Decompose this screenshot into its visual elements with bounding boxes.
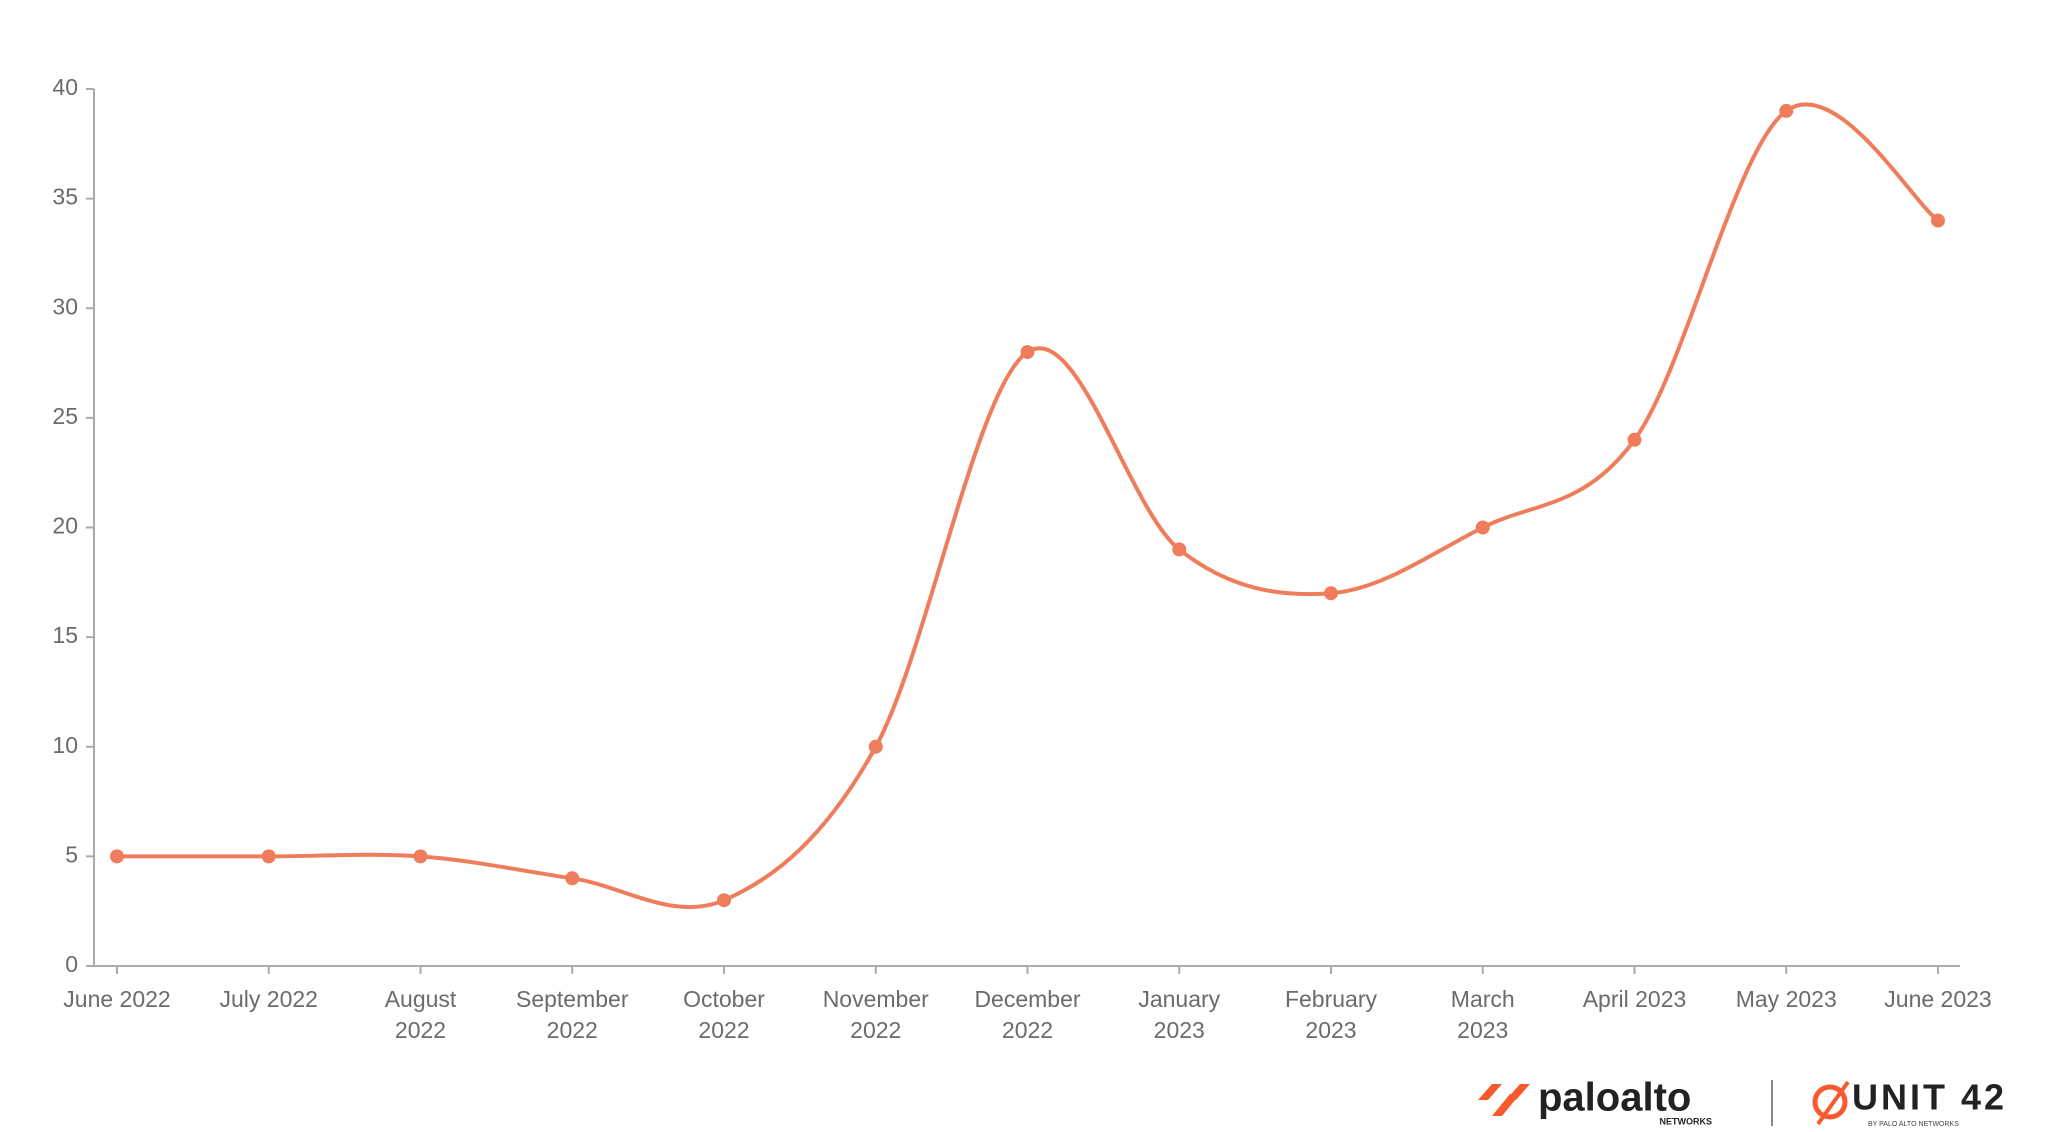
- x-tick-label: September: [516, 986, 629, 1012]
- x-tick-label: June 2023: [1884, 986, 1991, 1012]
- point: [1020, 345, 1035, 360]
- y-tick-label: 30: [52, 293, 78, 319]
- x-tick-label: 2023: [1154, 1017, 1205, 1043]
- x-tick-label: March: [1451, 986, 1515, 1012]
- x-tick-label: August: [385, 986, 457, 1012]
- x-tick-label: 2023: [1305, 1017, 1356, 1043]
- x-tick-label: June 2022: [63, 986, 170, 1012]
- paloalto-logo: paloalto NETWORKS: [1478, 1076, 1713, 1126]
- x-tick-label: 2022: [698, 1017, 749, 1043]
- point: [110, 849, 124, 864]
- y-tick-label: 25: [52, 403, 78, 429]
- x-tick-label: October: [683, 986, 765, 1012]
- unit42-text: UNIT 42: [1852, 1077, 2007, 1118]
- x-tick-label: 2022: [850, 1017, 901, 1043]
- y-tick-label: 5: [65, 841, 78, 867]
- point: [1931, 213, 1945, 228]
- unit42-logo: UNIT 42 BY PALO ALTO NETWORKS: [1812, 1077, 2007, 1128]
- y-tick-label: 10: [52, 732, 78, 758]
- x-tick-label: April 2023: [1583, 986, 1687, 1012]
- x-tick-label: December: [974, 986, 1080, 1012]
- point: [868, 739, 883, 754]
- x-tick-label: November: [823, 986, 929, 1012]
- y-tick-label: 40: [52, 74, 78, 100]
- paloalto-text: paloalto: [1538, 1076, 1691, 1120]
- x-tick-label: 2022: [395, 1017, 446, 1043]
- point: [261, 849, 276, 864]
- x-tick-label: July 2022: [220, 986, 318, 1012]
- point: [717, 893, 731, 908]
- unit42-sub: BY PALO ALTO NETWORKS: [1868, 1121, 1959, 1128]
- unit42-icon: [1812, 1084, 1848, 1120]
- paloalto-sub: NETWORKS: [1660, 1116, 1713, 1126]
- x-tick-label: 2022: [547, 1017, 598, 1043]
- x-tick-label: 2023: [1457, 1017, 1508, 1043]
- y-tick-label: 35: [52, 184, 78, 210]
- x-tick-label: February: [1285, 986, 1378, 1012]
- point: [1324, 586, 1338, 601]
- point: [1627, 432, 1642, 447]
- paloalto-icon: [1478, 1084, 1530, 1116]
- point: [413, 849, 428, 864]
- line: [116, 102, 1940, 910]
- point: [1475, 520, 1490, 535]
- point: [1172, 542, 1187, 557]
- x-tick-label: May 2023: [1736, 986, 1837, 1012]
- y-tick-label: 15: [52, 622, 78, 648]
- point: [1779, 103, 1794, 118]
- y-tick-label: 20: [52, 513, 78, 539]
- point: [565, 871, 580, 886]
- x-tick-label: 2022: [1002, 1017, 1053, 1043]
- y-tick-label: 0: [65, 951, 78, 977]
- unit42-icon: [1816, 1080, 1850, 1126]
- x-tick-label: January: [1138, 986, 1220, 1012]
